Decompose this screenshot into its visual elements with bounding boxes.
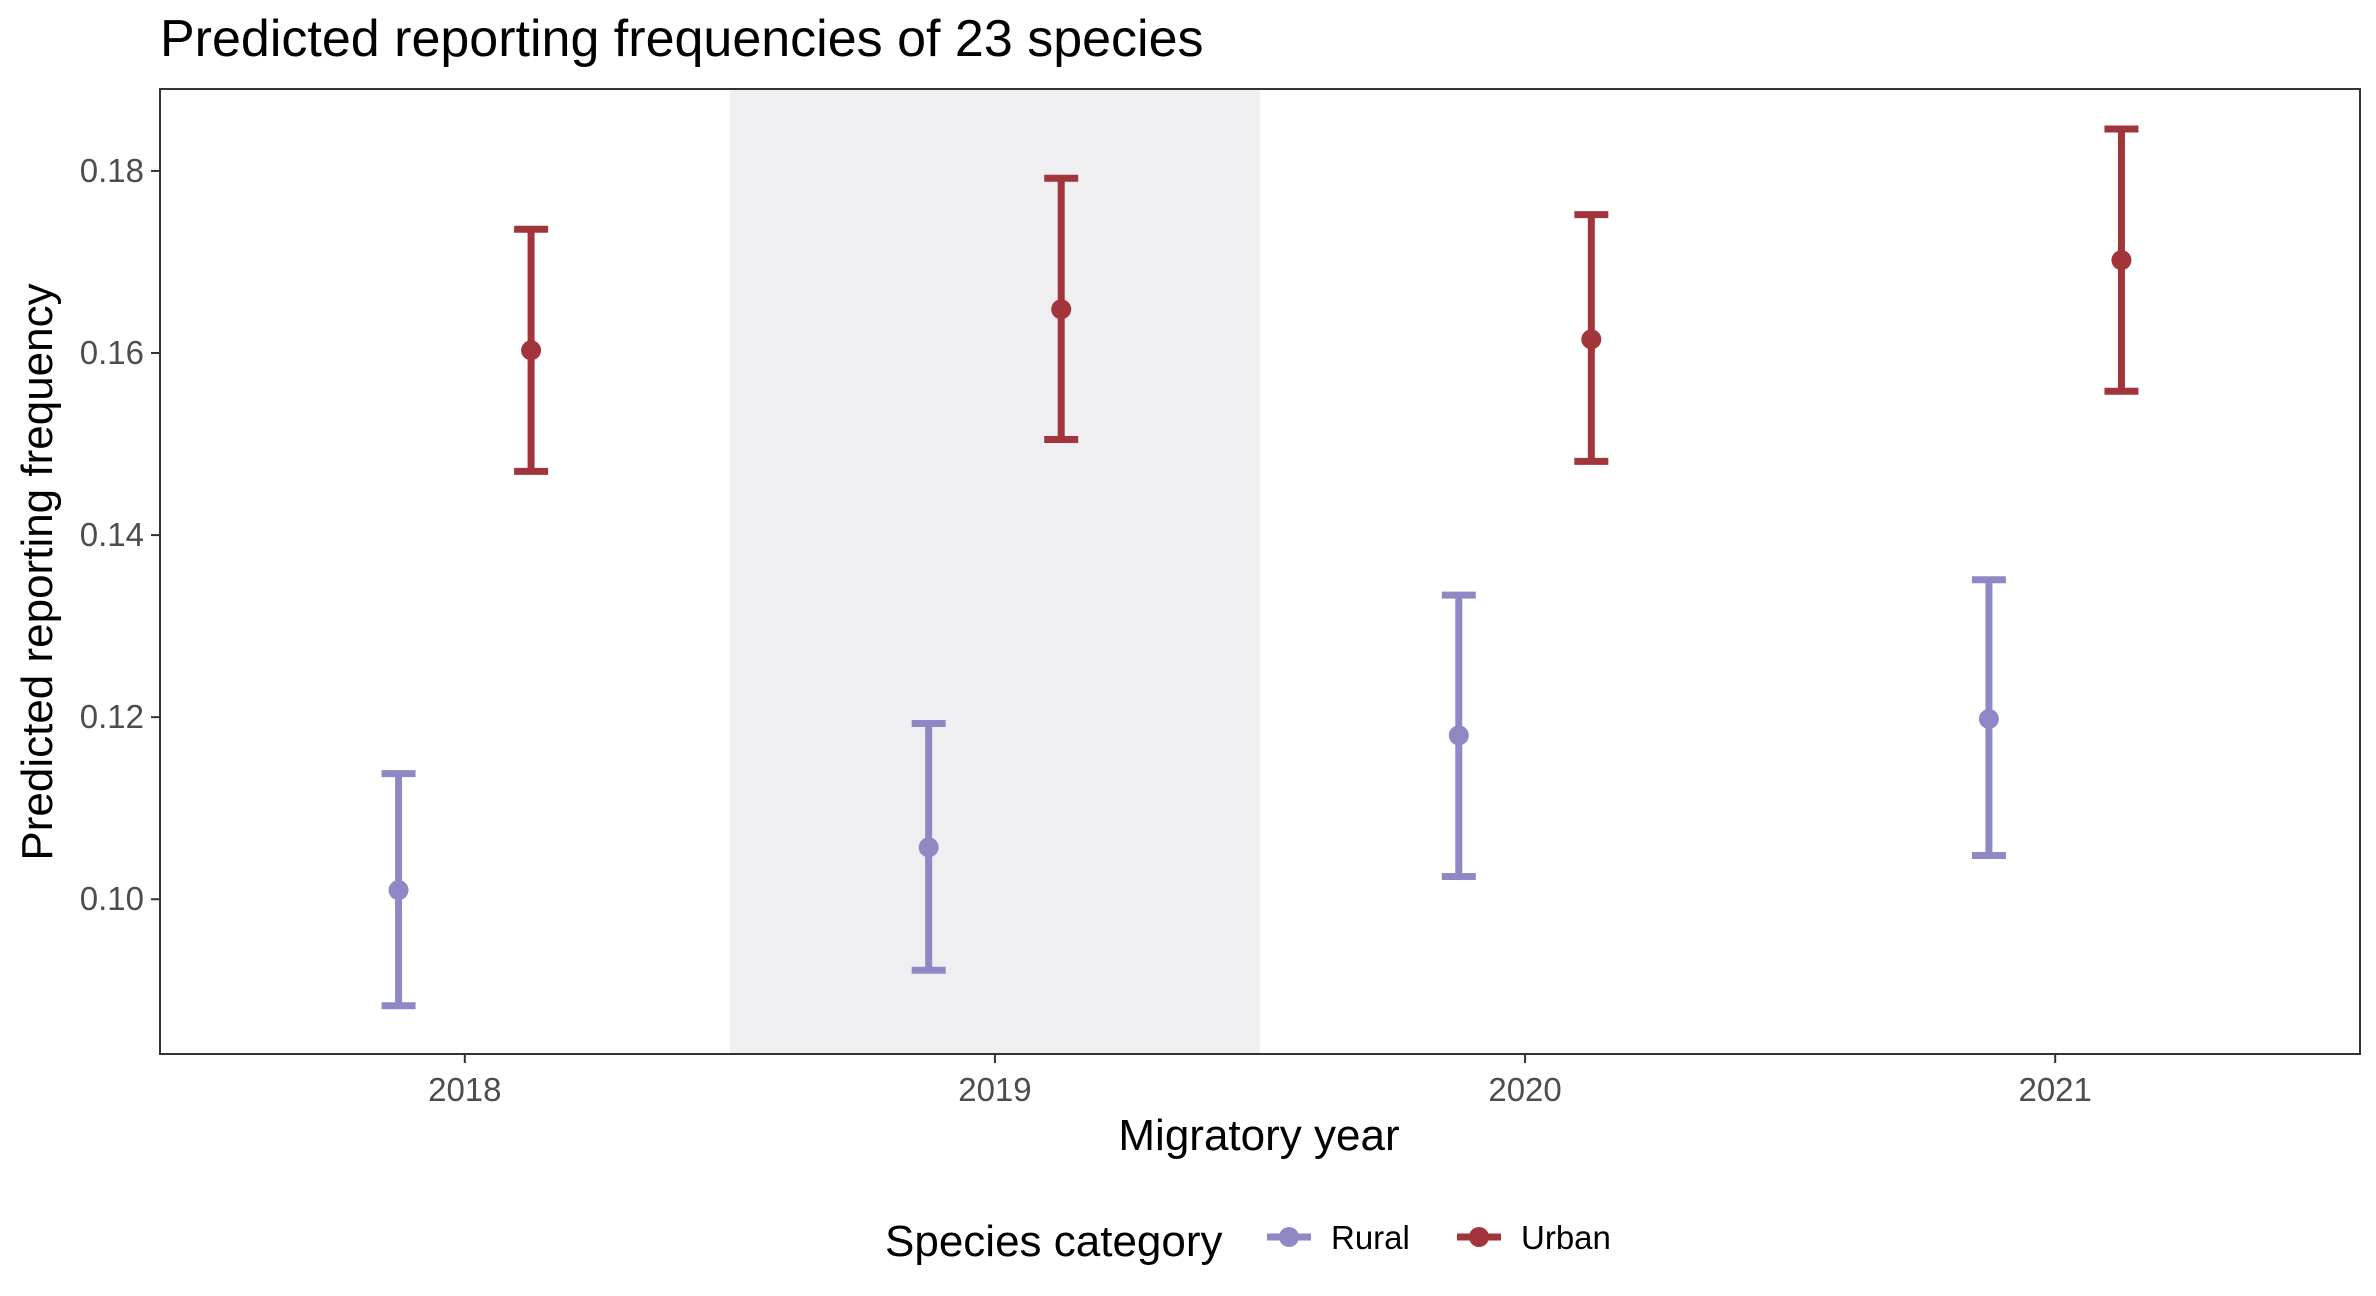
data-point — [1448, 725, 1469, 746]
x-axis: 2018 2019 2020 2021 — [428, 1054, 2092, 1108]
legend-label-urban: Urban — [1521, 1219, 1611, 1256]
errorbar-urban-2021 — [2104, 125, 2139, 395]
errorbar-rural-2021 — [1971, 576, 2006, 860]
y-tick-label: 0.10 — [80, 880, 144, 917]
y-tick-label: 0.16 — [80, 334, 144, 371]
x-tick-label: 2021 — [2018, 1071, 2091, 1108]
chart-title: Predicted reporting frequencies of 23 sp… — [160, 10, 1204, 68]
plot-panel — [159, 88, 2361, 1055]
errorbar-rural-2019 — [911, 720, 946, 974]
errorbar-rural-2020 — [1441, 591, 1476, 880]
data-point — [1581, 329, 1602, 350]
highlight-band-2019 — [729, 89, 1260, 1054]
data-point — [521, 340, 542, 361]
errorbar-urban-2019 — [1044, 174, 1079, 443]
data-marks — [381, 125, 2139, 1010]
data-point — [1978, 708, 1999, 729]
y-tick-label: 0.18 — [80, 152, 144, 189]
errorbar-urban-2020 — [1574, 211, 1609, 465]
data-point — [918, 837, 939, 858]
legend-key-urban — [1457, 1227, 1501, 1247]
y-tick-label: 0.12 — [80, 698, 144, 735]
legend-key-point — [1469, 1227, 1489, 1247]
legend: Species category Rural Urban — [885, 1217, 1611, 1266]
legend-key-rural — [1267, 1227, 1311, 1247]
x-tick-label: 2018 — [428, 1071, 501, 1108]
y-tick-label: 0.14 — [80, 516, 144, 553]
legend-label-rural: Rural — [1331, 1219, 1410, 1256]
y-axis: 0.10 0.12 0.14 0.16 0.18 — [80, 152, 160, 917]
y-axis-title: Predicted reporting frequency — [13, 283, 62, 860]
legend-key-point — [1279, 1227, 1299, 1247]
data-point — [1051, 299, 1072, 320]
x-tick-label: 2020 — [1488, 1071, 1561, 1108]
errorbar-rural-2018 — [381, 770, 416, 1010]
x-axis-title: Migratory year — [1118, 1111, 1399, 1160]
legend-title: Species category — [885, 1217, 1223, 1266]
x-tick-label: 2019 — [958, 1071, 1031, 1108]
data-point — [2111, 250, 2132, 271]
errorbar-urban-2018 — [514, 225, 549, 475]
data-point — [388, 880, 409, 901]
